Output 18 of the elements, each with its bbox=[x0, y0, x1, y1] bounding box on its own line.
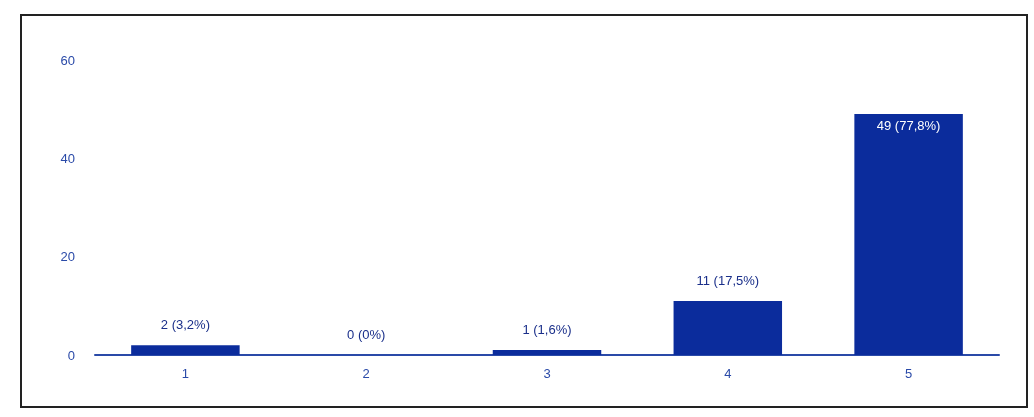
y-tick-label: 60 bbox=[60, 52, 75, 68]
bar bbox=[854, 114, 963, 355]
bar bbox=[131, 345, 240, 355]
data-label: 2 (3,2%) bbox=[160, 317, 210, 333]
bar bbox=[673, 300, 783, 355]
y-tick-label: 0 bbox=[67, 347, 75, 363]
data-label: 11 (17,5%) bbox=[696, 272, 760, 288]
y-tick-label: 40 bbox=[60, 150, 75, 166]
bar bbox=[492, 350, 602, 355]
x-tick-label: 5 bbox=[904, 366, 913, 381]
x-tick-label: 1 bbox=[181, 366, 190, 381]
data-label: 1 (1,6%) bbox=[522, 322, 572, 338]
data-label: 49 (77,8%) bbox=[876, 118, 941, 134]
x-tick-label: 4 bbox=[724, 366, 732, 381]
y-tick-label: 20 bbox=[60, 249, 75, 265]
x-tick-label: 3 bbox=[543, 366, 551, 381]
data-label: 0 (0%) bbox=[347, 327, 386, 342]
x-tick-label: 2 bbox=[362, 366, 370, 381]
